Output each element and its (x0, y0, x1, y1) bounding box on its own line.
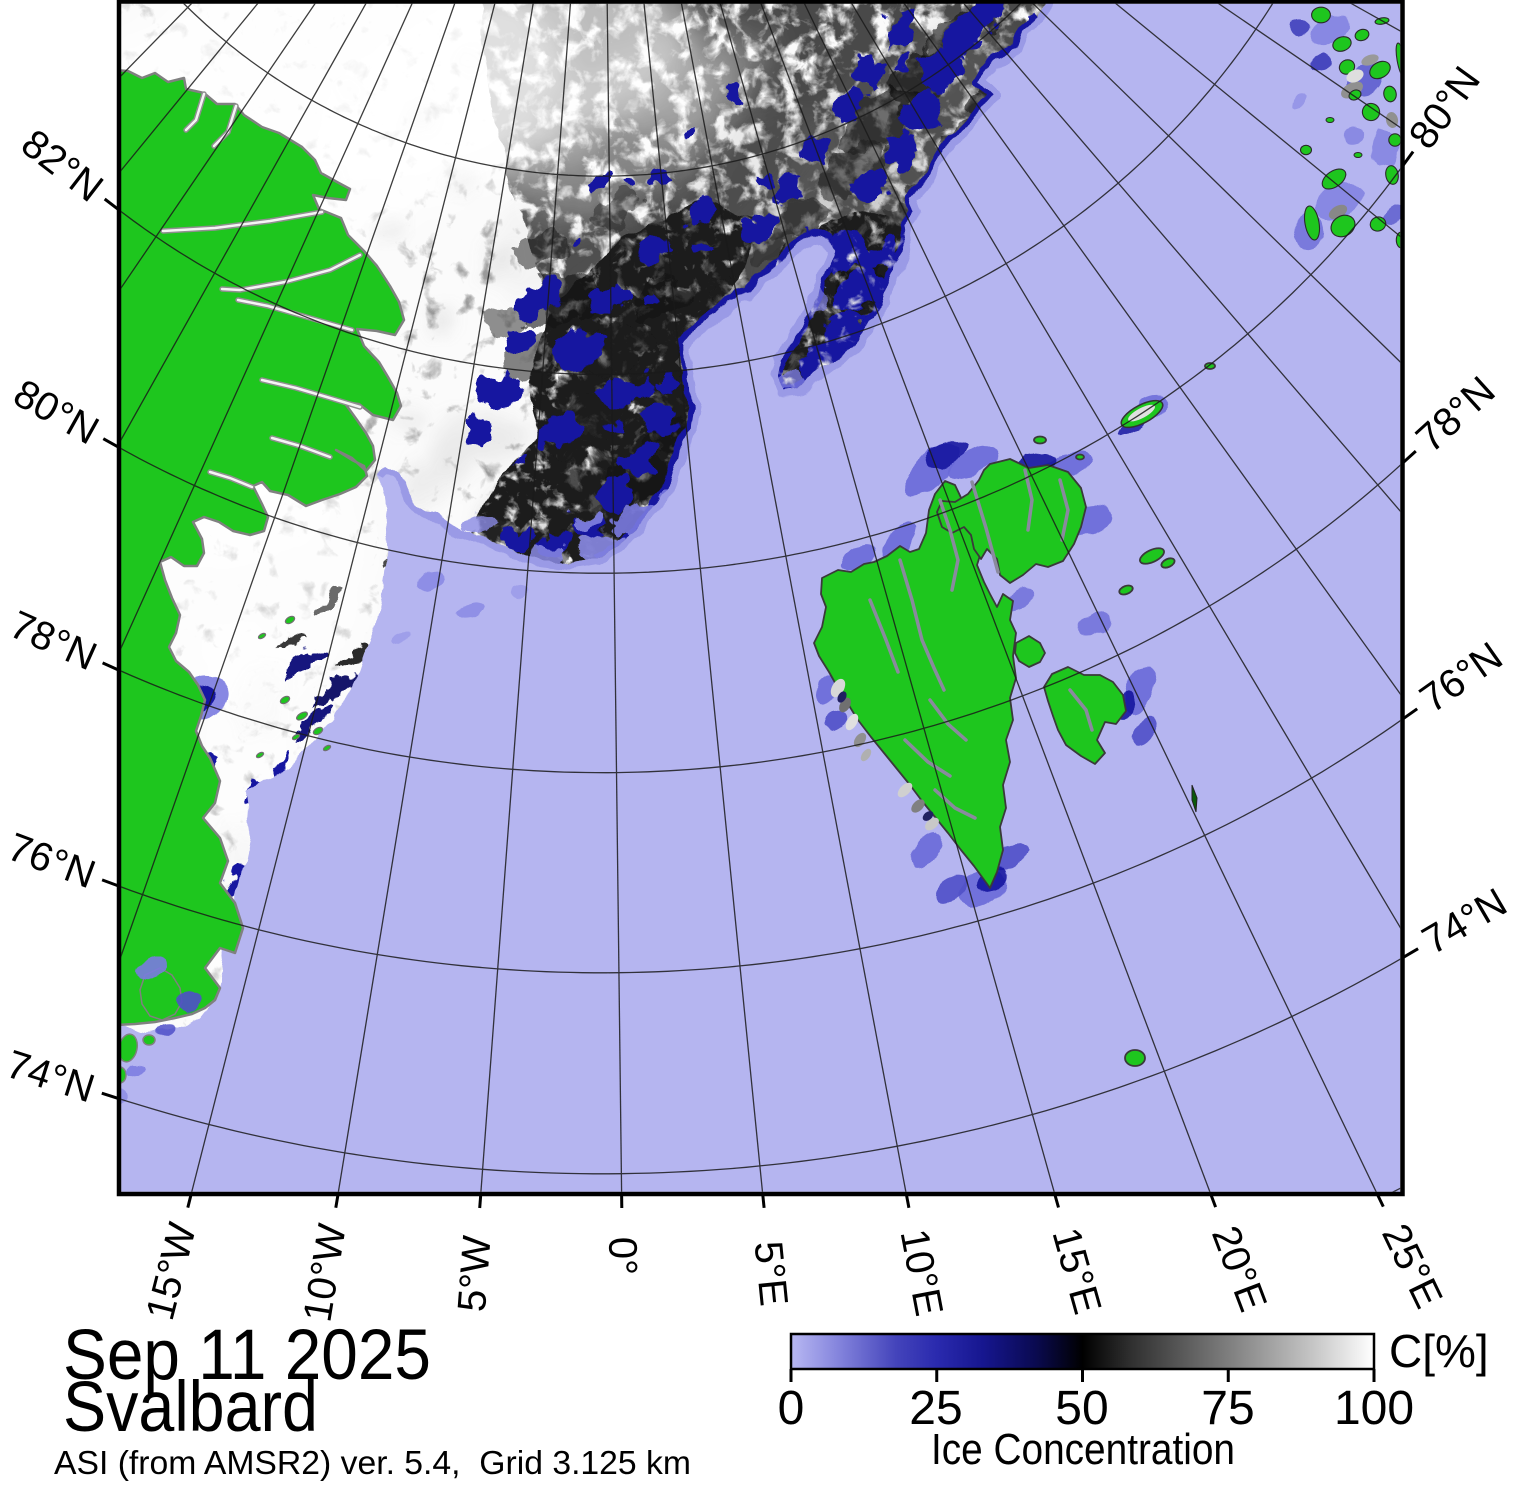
svg-text:10°E: 10°E (891, 1226, 950, 1320)
svg-text:76°N: 76°N (2, 825, 101, 897)
svg-text:15°E: 15°E (1043, 1223, 1109, 1319)
svg-text:Svalbard: Svalbard (63, 1368, 318, 1447)
svg-text:Ice Concentration: Ice Concentration (931, 1425, 1235, 1474)
svg-text:C[%]: C[%] (1389, 1325, 1489, 1377)
svg-text:74°N: 74°N (1415, 880, 1514, 963)
svg-text:25: 25 (909, 1382, 962, 1435)
svg-text:25°E: 25°E (1373, 1217, 1450, 1315)
svg-text:5°W: 5°W (450, 1234, 500, 1313)
svg-text:5°E: 5°E (745, 1239, 795, 1308)
svg-text:80°N: 80°N (1401, 59, 1489, 157)
svg-text:0°: 0° (600, 1237, 644, 1276)
svg-text:82°N: 82°N (13, 121, 111, 210)
svg-text:78°N: 78°N (3, 603, 103, 680)
svg-text:80°N: 80°N (6, 371, 105, 453)
svg-text:Sep 11 2025: Sep 11 2025 (63, 1316, 431, 1395)
svg-text:20°E: 20°E (1203, 1220, 1275, 1317)
svg-text:74°N: 74°N (1, 1042, 100, 1111)
svg-text:15°W: 15°W (138, 1218, 205, 1324)
svg-text:75: 75 (1201, 1382, 1254, 1435)
svg-text:ASI (from AMSR2) ver. 5.4, Gr: ASI (from AMSR2) ver. 5.4, Grid 3.125 km (54, 1444, 691, 1481)
svg-text:100: 100 (1334, 1382, 1414, 1435)
svg-text:76°N: 76°N (1412, 634, 1510, 721)
svg-text:10°W: 10°W (295, 1221, 354, 1325)
svg-text:50: 50 (1055, 1382, 1108, 1435)
svg-text:78°N: 78°N (1408, 368, 1504, 461)
svg-text:0: 0 (778, 1382, 805, 1435)
